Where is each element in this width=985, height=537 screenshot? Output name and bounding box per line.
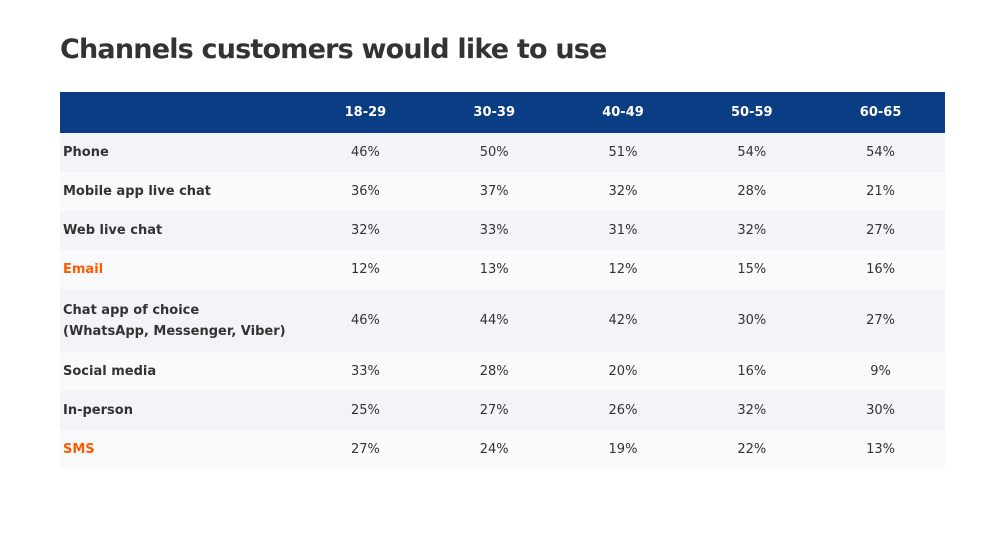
column-header: 60-65: [816, 92, 945, 133]
table-cell: 13%: [429, 250, 559, 289]
table-cell: 30%: [816, 391, 945, 430]
table-cell: 28%: [687, 172, 817, 211]
table-row: In-person 25% 27% 26% 32% 30%: [60, 391, 945, 430]
row-label: Phone: [60, 133, 301, 172]
table-cell: 22%: [687, 430, 817, 469]
row-label: Social media: [60, 352, 301, 391]
table-cell: 37%: [429, 172, 559, 211]
table-row: Mobile app live chat 36% 37% 32% 28% 21%: [60, 172, 945, 211]
row-label: Chat app of choice (WhatsApp, Messenger, …: [60, 289, 301, 352]
table-cell: 28%: [429, 352, 559, 391]
table-row: Web live chat 32% 33% 31% 32% 27%: [60, 211, 945, 250]
table-cell: 16%: [687, 352, 817, 391]
table-cell: 24%: [429, 430, 559, 469]
table-cell: 26%: [558, 391, 688, 430]
row-label-text: Web live chat: [63, 223, 163, 238]
table-cell: 42%: [558, 289, 688, 352]
column-header: 40-49: [558, 92, 688, 133]
row-label: Email: [60, 250, 301, 289]
column-header: [60, 92, 301, 133]
row-label-text: Mobile app live chat: [63, 184, 212, 199]
table-cell: 54%: [687, 133, 817, 172]
table-cell: 21%: [816, 172, 945, 211]
table-cell: 51%: [558, 133, 688, 172]
table-cell: 32%: [687, 211, 817, 250]
table-header: 18-29 30-39 40-49 50-59 60-65: [60, 92, 945, 133]
table-cell: 20%: [558, 352, 688, 391]
column-header: 30-39: [429, 92, 559, 133]
row-label-text: SMS: [63, 442, 95, 457]
table-cell: 25%: [301, 391, 430, 430]
row-label-text: Phone: [63, 145, 109, 160]
row-label-text: Email: [63, 262, 104, 277]
table-cell: 50%: [429, 133, 559, 172]
data-table: 18-29 30-39 40-49 50-59 60-65 Phone 46% 50% 51%…: [60, 92, 945, 469]
table-row: SMS 27% 24% 19% 22% 13%: [60, 430, 945, 469]
table-row: Phone 46% 50% 51% 54% 54%: [60, 133, 945, 172]
table-cell: 19%: [558, 430, 688, 469]
table-cell: 54%: [816, 133, 945, 172]
table-cell: 32%: [687, 391, 817, 430]
column-header: 18-29: [301, 92, 430, 133]
row-label: In-person: [60, 391, 301, 430]
table-cell: 31%: [558, 211, 688, 250]
row-label-text: Social media: [63, 364, 157, 379]
table-cell: 27%: [301, 430, 430, 469]
table-cell: 27%: [816, 211, 945, 250]
table-cell: 32%: [301, 211, 430, 250]
column-header: 50-59: [687, 92, 817, 133]
table-cell: 32%: [558, 172, 688, 211]
row-label: Mobile app live chat: [60, 172, 301, 211]
table-cell: 13%: [816, 430, 945, 469]
table-cell: 33%: [301, 352, 430, 391]
table-cell: 9%: [816, 352, 945, 391]
table-cell: 12%: [301, 250, 430, 289]
table-row: Social media 33% 28% 20% 16% 9%: [60, 352, 945, 391]
table-cell: 33%: [429, 211, 559, 250]
row-label: SMS: [60, 430, 301, 469]
row-label-text: Chat app of choice: [63, 302, 200, 318]
row-sublabel: (WhatsApp, Messenger, Viber): [63, 323, 286, 339]
row-label: Web live chat: [60, 211, 301, 250]
table-cell: 46%: [301, 133, 430, 172]
table-cell: 44%: [429, 289, 559, 352]
table-row: Email 12% 13% 12% 15% 16%: [60, 250, 945, 289]
table-row: Chat app of choice (WhatsApp, Messenger, …: [60, 289, 945, 352]
table-cell: 36%: [301, 172, 430, 211]
table-cell: 27%: [429, 391, 559, 430]
table-cell: 27%: [816, 289, 945, 352]
table-cell: 16%: [816, 250, 945, 289]
table-cell: 46%: [301, 289, 430, 352]
table-cell: 15%: [687, 250, 817, 289]
page-title: Channels customers would like to use: [60, 34, 607, 65]
table-cell: 30%: [687, 289, 817, 352]
row-label-text: In-person: [63, 403, 133, 418]
table-cell: 12%: [558, 250, 688, 289]
